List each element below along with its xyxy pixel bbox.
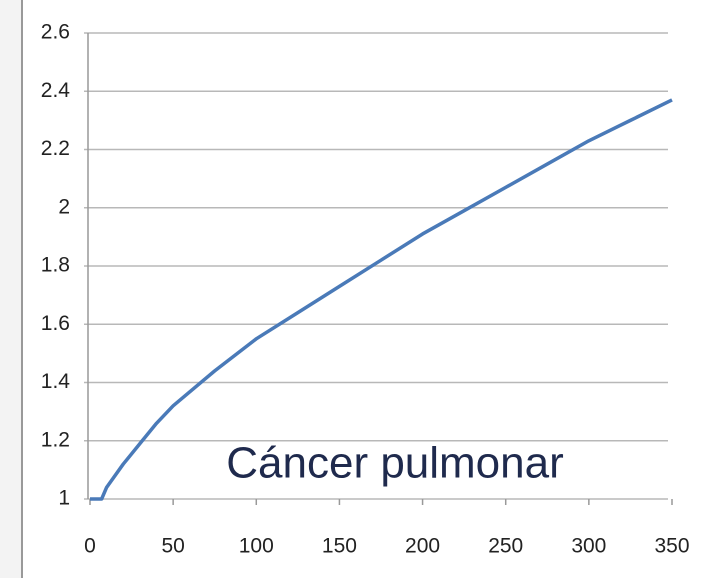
x-tick-label: 300 (571, 535, 606, 558)
y-tick-label: 1.8 (41, 254, 70, 277)
x-tick-label: 350 (654, 535, 689, 558)
x-tick-label: 50 (161, 535, 184, 558)
y-tick-label: 2.6 (41, 21, 70, 44)
y-tick-label: 1.6 (41, 312, 70, 335)
x-tick-label: 0 (84, 535, 96, 558)
y-tick-label: 2 (58, 195, 70, 218)
line (90, 98, 673, 501)
y-tick-label: 2.4 (41, 79, 71, 102)
annotation: Cáncer pulmonar (226, 439, 564, 488)
x-tick-label: 100 (239, 535, 274, 558)
x-tick-label: 200 (405, 535, 440, 558)
left-margin (0, 0, 22, 578)
y-tick-label: 2.2 (41, 137, 70, 160)
y-tick-label: 1.4 (41, 370, 71, 393)
x-tick-label: 250 (488, 535, 523, 558)
y-tick-label: 1.2 (41, 428, 70, 451)
y-tick-label: 1 (58, 487, 70, 510)
x-tick-label: 150 (322, 535, 357, 558)
